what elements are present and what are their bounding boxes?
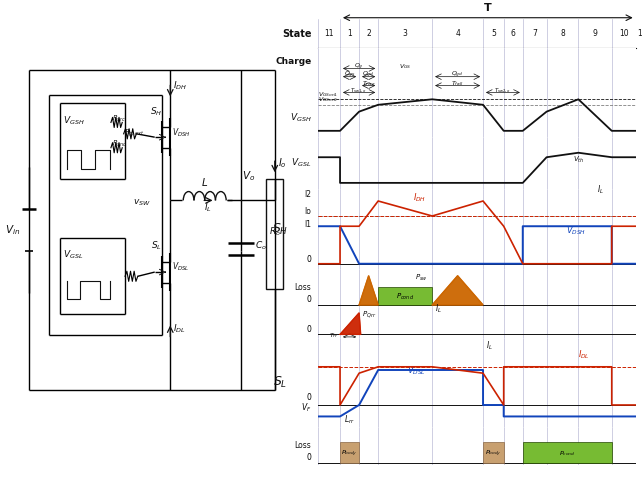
Text: $T_{sw1,x}$: $T_{sw1,x}$	[351, 87, 368, 95]
Text: $L$: $L$	[202, 176, 209, 188]
Text: 0: 0	[307, 325, 311, 334]
Text: $V_{DSH}$: $V_{DSH}$	[171, 126, 190, 138]
Text: $Q_g$: $Q_g$	[354, 61, 364, 72]
Text: $V_{DSH}$: $V_{DSH}$	[566, 225, 586, 237]
Text: $I_L$: $I_L$	[204, 202, 212, 215]
Text: $Q_{gd}$: $Q_{gd}$	[451, 70, 464, 80]
Text: 0: 0	[307, 254, 311, 263]
Text: Io: Io	[304, 207, 311, 216]
Bar	[340, 442, 359, 463]
Text: $S_L$: $S_L$	[272, 375, 287, 390]
Text: $Q_{gs}$: $Q_{gs}$	[343, 70, 356, 80]
Text: 5: 5	[491, 29, 496, 38]
Text: $V_{GSon2}$: $V_{GSon2}$	[318, 95, 338, 104]
Text: $I_{DH}$: $I_{DH}$	[173, 80, 187, 92]
Text: 3: 3	[403, 29, 408, 38]
Text: 1: 1	[347, 29, 352, 38]
Text: $P_{cond}$: $P_{cond}$	[396, 291, 414, 302]
Text: 0: 0	[307, 453, 311, 462]
Text: $I_{DH}$: $I_{DH}$	[413, 192, 426, 205]
Text: 10: 10	[619, 29, 629, 38]
Text: $V_{GSL}$: $V_{GSL}$	[63, 249, 83, 262]
Text: I2: I2	[304, 190, 311, 199]
Bar	[483, 442, 504, 463]
Text: $S_L$: $S_L$	[151, 240, 162, 252]
Text: $Q_{gd}$: $Q_{gd}$	[362, 70, 375, 80]
Polygon shape	[359, 276, 378, 305]
Text: $P_{Qrr}$: $P_{Qrr}$	[362, 310, 377, 320]
Text: $P_{sw}$: $P_{sw}$	[415, 273, 428, 283]
Text: 0: 0	[307, 295, 311, 304]
Text: $V_{GSL}$: $V_{GSL}$	[291, 157, 311, 169]
Text: $I_o$: $I_o$	[278, 157, 287, 171]
Text: Loss: Loss	[295, 284, 311, 292]
Text: $V_{in}$: $V_{in}$	[5, 223, 21, 237]
Text: $L_{rr}$: $L_{rr}$	[344, 414, 355, 426]
Text: $R_o$: $R_o$	[269, 225, 281, 238]
Bar	[266, 179, 283, 289]
Text: I1: I1	[304, 220, 311, 228]
Text: Loss: Loss	[295, 442, 311, 450]
Text: $P_{body}$: $P_{body}$	[342, 448, 358, 459]
Text: $P_{cond}$: $P_{cond}$	[559, 449, 575, 458]
Text: $V_o$: $V_o$	[242, 170, 256, 183]
Text: T: T	[484, 3, 492, 13]
Text: $V_{DSL}$: $V_{DSL}$	[171, 261, 189, 274]
Text: 6: 6	[511, 29, 516, 38]
Text: $T_{rise}$: $T_{rise}$	[362, 79, 376, 88]
Text: $T_{sw2,x}$: $T_{sw2,x}$	[494, 87, 512, 95]
Text: $I_L$: $I_L$	[486, 340, 493, 353]
Text: $V_{GSH}$: $V_{GSH}$	[63, 114, 85, 126]
Text: $S_H$: $S_H$	[150, 105, 162, 117]
Text: $I_L$: $I_L$	[598, 184, 604, 196]
Text: $R_{src}$: $R_{src}$	[112, 114, 126, 124]
Text: $V_{GSH}$: $V_{GSH}$	[290, 111, 311, 124]
Text: $V_{GS}$: $V_{GS}$	[399, 62, 412, 71]
Text: $I_{DL}$: $I_{DL}$	[578, 349, 590, 361]
Text: $V_{th}$: $V_{th}$	[573, 155, 585, 165]
Text: $T_{fall}$: $T_{fall}$	[451, 79, 464, 88]
Text: Charge: Charge	[275, 57, 311, 66]
Text: 4: 4	[455, 29, 460, 38]
Text: 9: 9	[593, 29, 598, 38]
Text: $C_o$: $C_o$	[255, 240, 267, 252]
Text: $R_{g,ext}$: $R_{g,ext}$	[124, 127, 144, 139]
Polygon shape	[432, 276, 483, 305]
Text: $V_F$: $V_F$	[301, 401, 311, 414]
Text: $S_H$: $S_H$	[272, 221, 288, 237]
Text: $V_{GSon1}$: $V_{GSon1}$	[318, 90, 338, 99]
Text: State: State	[282, 29, 311, 38]
Text: $R_{snc}$: $R_{snc}$	[112, 138, 128, 149]
Polygon shape	[340, 313, 361, 334]
Text: 8: 8	[560, 29, 565, 38]
Text: 2: 2	[367, 29, 371, 38]
Text: $T_{rr}$: $T_{rr}$	[329, 331, 338, 340]
Bar	[378, 287, 432, 305]
Text: 7: 7	[532, 29, 537, 38]
Text: $P_{body}$: $P_{body}$	[485, 448, 501, 459]
Text: $I_L$: $I_L$	[435, 303, 442, 315]
Text: 11: 11	[324, 29, 334, 38]
Text: $I_{DL}$: $I_{DL}$	[173, 322, 186, 335]
Bar	[523, 442, 612, 463]
Text: $v_{SW}$: $v_{SW}$	[133, 198, 150, 208]
Text: 11: 11	[637, 29, 642, 38]
Text: 0: 0	[307, 393, 311, 402]
Text: $V_{DSL}$: $V_{DSL}$	[407, 365, 426, 377]
